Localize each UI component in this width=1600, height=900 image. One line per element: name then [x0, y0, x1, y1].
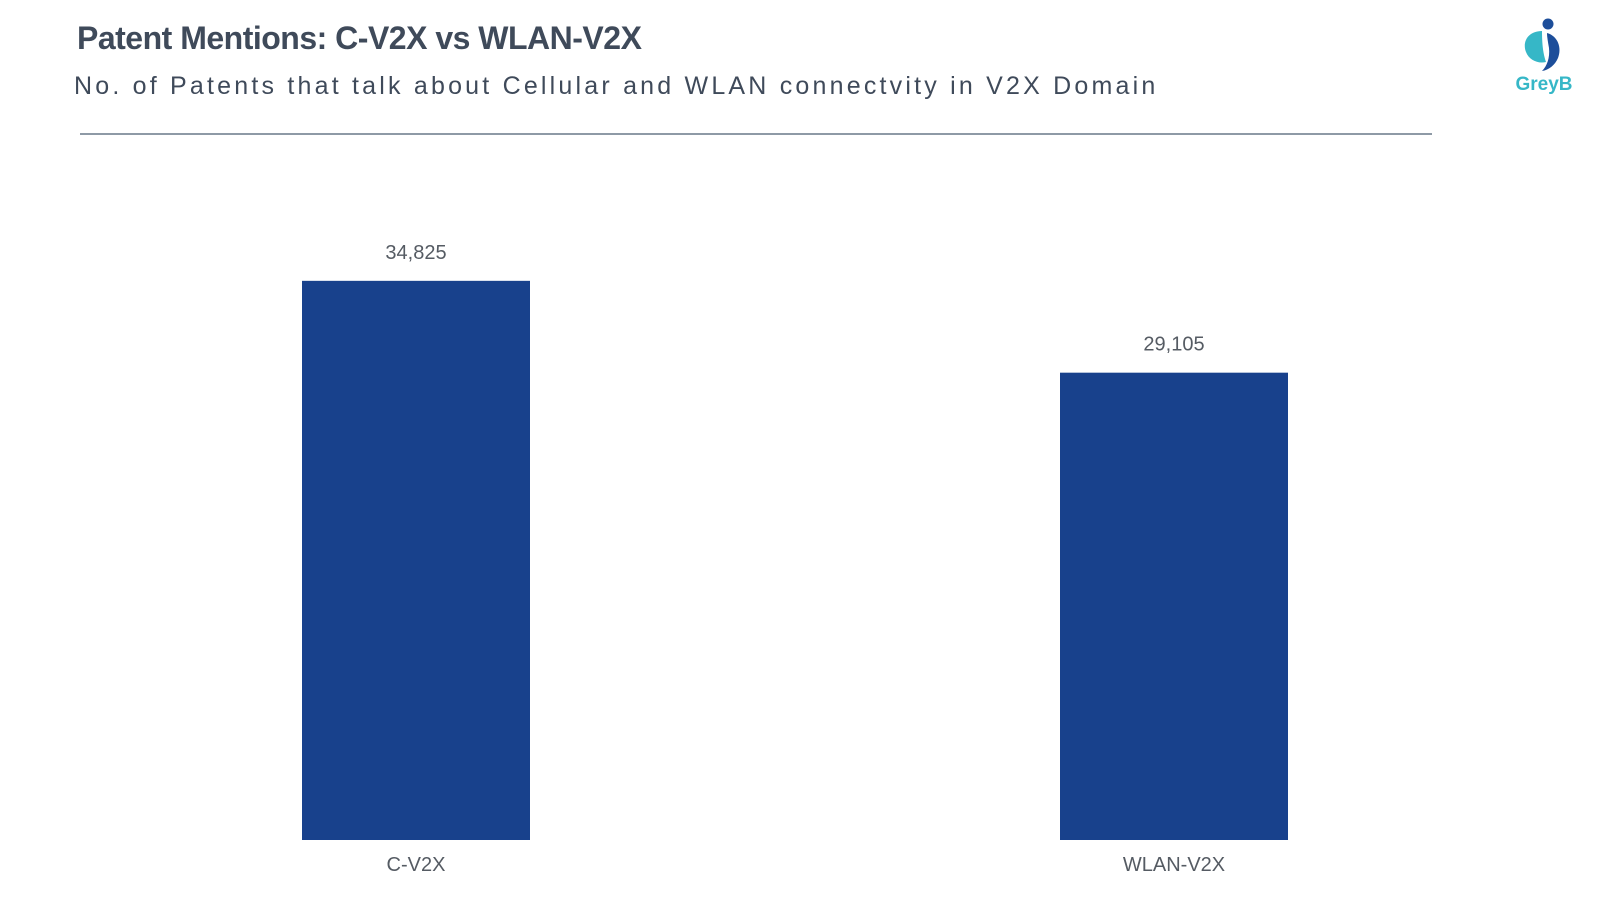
x-tick-label-c-v2x: C-V2X [387, 854, 446, 876]
greyb-logo-icon [1524, 18, 1560, 71]
bar-wlan-v2x [1060, 372, 1288, 840]
x-tick-label-wlan-v2x: WLAN-V2X [1123, 854, 1225, 876]
chart-title: Patent Mentions: C-V2X vs WLAN-V2X [77, 20, 642, 56]
greyb-logo: GreyB [1508, 18, 1580, 100]
value-label-c-v2x: 34,825 [385, 242, 446, 264]
bar-c-v2x [302, 280, 530, 841]
header-divider [80, 133, 1432, 135]
chart-subtitle: No. of Patents that talk about Cellular … [74, 72, 1159, 100]
value-label-wlan-v2x: 29,105 [1143, 334, 1204, 356]
greyb-logo-text: GreyB [1515, 74, 1573, 95]
